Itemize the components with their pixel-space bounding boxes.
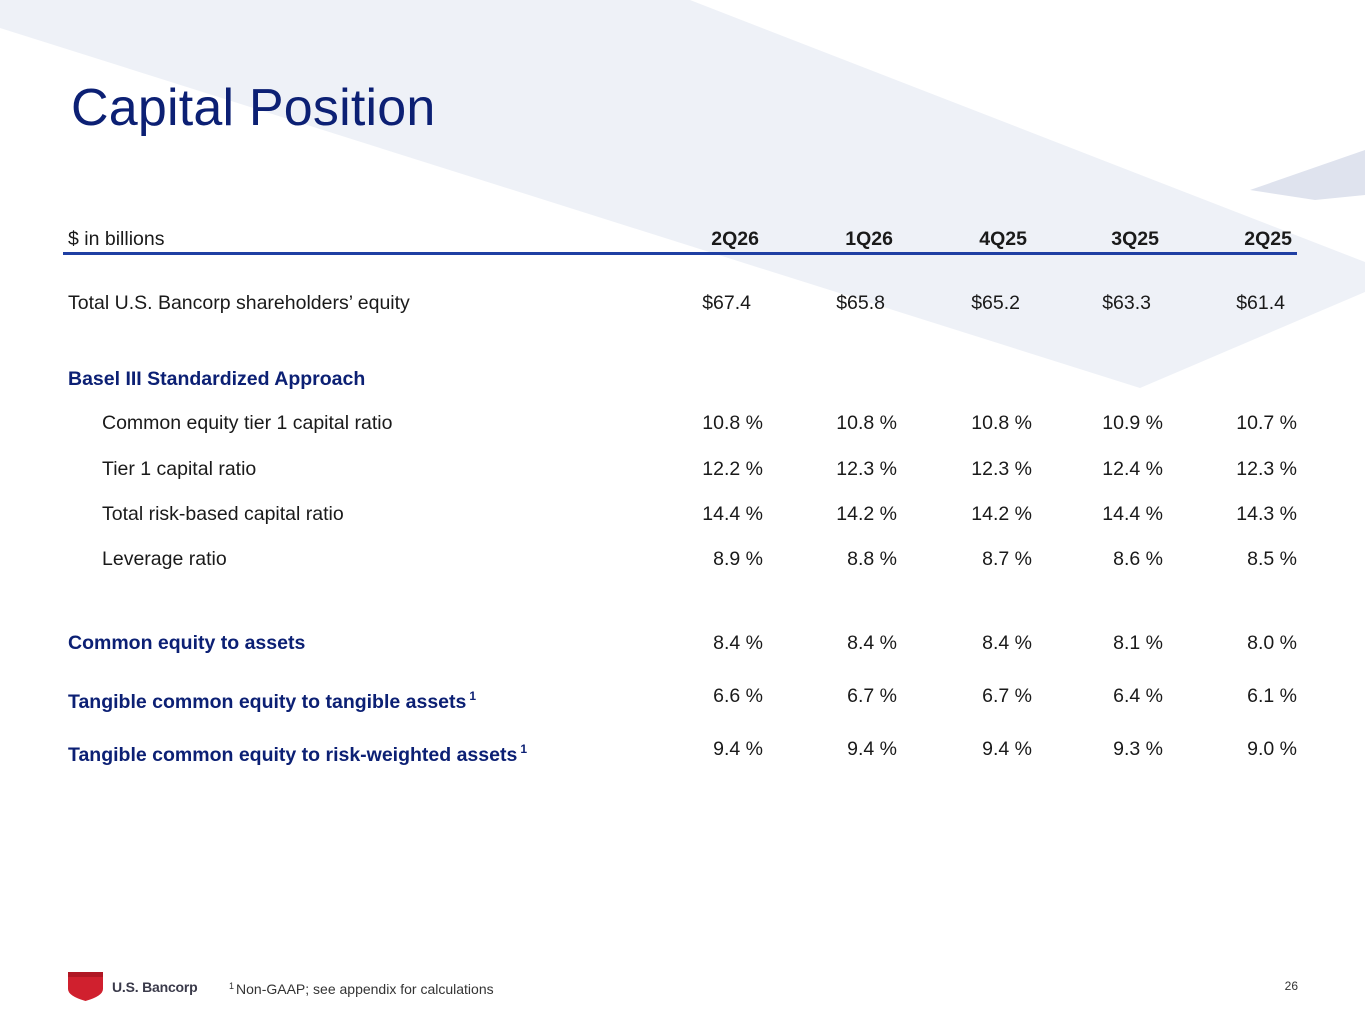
table-cell: 14.4 % xyxy=(1102,503,1163,525)
table-cell: 14.2 % xyxy=(836,503,897,525)
table-cell: 8.8 % xyxy=(847,548,897,570)
footnote-marker: 1 xyxy=(229,981,235,991)
row-label: Total risk-based capital ratio xyxy=(102,503,344,525)
table-cell: 8.6 % xyxy=(1113,548,1163,570)
page-number: 26 xyxy=(1284,979,1298,993)
column-header: 3Q25 xyxy=(1111,228,1159,250)
footnote-marker: 1 xyxy=(520,742,527,756)
row-label: Tangible common equity to risk-weighted … xyxy=(68,737,527,767)
table-cell: 6.1 % xyxy=(1247,685,1297,707)
column-header: 2Q26 xyxy=(711,228,759,250)
table-cell: 6.4 % xyxy=(1113,685,1163,707)
table-cell: 8.5 % xyxy=(1247,548,1297,570)
row-label: Common equity tier 1 capital ratio xyxy=(102,412,393,434)
table-cell: 8.4 % xyxy=(982,632,1032,654)
table-cell: 8.7 % xyxy=(982,548,1032,570)
table-cell: $65.8 xyxy=(836,292,885,314)
table-cell: 8.4 % xyxy=(713,632,763,654)
table-cell: 9.4 % xyxy=(713,738,763,760)
table-cell: 12.4 % xyxy=(1102,458,1163,480)
row-label-text: Tangible common equity to risk-weighted … xyxy=(68,744,518,766)
table-cell: 14.2 % xyxy=(971,503,1032,525)
company-logo: U.S. Bancorp xyxy=(68,972,198,1001)
footnote-text: Non-GAAP; see appendix for calculations xyxy=(236,981,494,997)
unit-label: $ in billions xyxy=(68,228,165,250)
table-cell: 8.1 % xyxy=(1113,632,1163,654)
row-label: Leverage ratio xyxy=(102,548,227,570)
column-header: 2Q25 xyxy=(1244,228,1292,250)
table-cell: 6.6 % xyxy=(713,685,763,707)
table-cell: 12.3 % xyxy=(971,458,1032,480)
table-cell: 9.4 % xyxy=(982,738,1032,760)
table-cell: 12.2 % xyxy=(702,458,763,480)
section-heading: Basel III Standardized Approach xyxy=(68,368,366,390)
table-cell: 8.9 % xyxy=(713,548,763,570)
table-cell: 9.0 % xyxy=(1247,738,1297,760)
table-cell: 10.8 % xyxy=(702,412,763,434)
table-cell: 6.7 % xyxy=(982,685,1032,707)
table-cell: 10.7 % xyxy=(1236,412,1297,434)
table-cell: 10.9 % xyxy=(1102,412,1163,434)
footnote-marker: 1 xyxy=(469,689,477,703)
table-cell: 9.4 % xyxy=(847,738,897,760)
table-cell: 12.3 % xyxy=(836,458,897,480)
column-header: 1Q26 xyxy=(845,228,893,250)
table-cell: 9.3 % xyxy=(1113,738,1163,760)
table-cell: 10.8 % xyxy=(971,412,1032,434)
row-label-text: Tangible common equity to tangible asset… xyxy=(68,691,467,713)
table-cell: 14.4 % xyxy=(702,503,763,525)
row-label: Tier 1 capital ratio xyxy=(102,458,257,480)
bank-shield-logo-icon xyxy=(68,972,103,1001)
table-cell: 14.3 % xyxy=(1236,503,1297,525)
table-cell: 10.8 % xyxy=(836,412,897,434)
footnote: 1 Non-GAAP; see appendix for calculations xyxy=(229,981,494,997)
table-cell: 12.3 % xyxy=(1236,458,1297,480)
column-header: 4Q25 xyxy=(979,228,1027,250)
table-cell: $67.4 xyxy=(702,292,751,314)
header-rule xyxy=(63,252,1297,255)
table-cell: $65.2 xyxy=(971,292,1020,314)
row-label: Common equity to assets xyxy=(68,631,305,655)
table-cell: $61.4 xyxy=(1236,292,1285,314)
row-label-text: Common equity to assets xyxy=(68,632,306,654)
table-cell: 6.7 % xyxy=(847,685,897,707)
table-cell: 8.0 % xyxy=(1247,632,1297,654)
row-label: Tangible common equity to tangible asset… xyxy=(68,684,476,714)
row-label: Total U.S. Bancorp shareholders’ equity xyxy=(68,292,410,314)
table-cell: $63.3 xyxy=(1102,292,1151,314)
table-cell: 8.4 % xyxy=(847,632,897,654)
logo-text: U.S. Bancorp xyxy=(112,978,198,995)
page-title: Capital Position xyxy=(71,79,436,137)
